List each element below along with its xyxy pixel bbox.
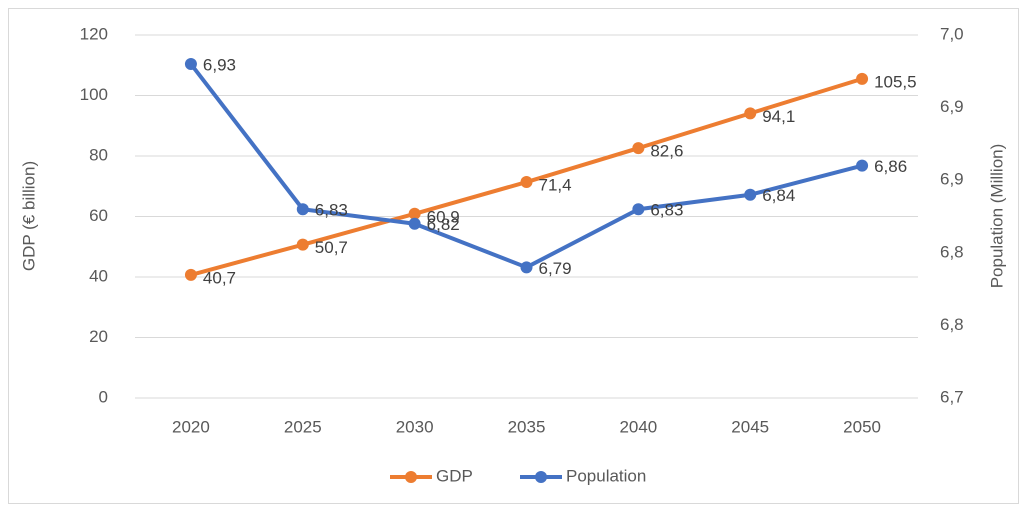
data-point	[520, 176, 533, 189]
data-point	[744, 188, 757, 201]
data-point	[856, 159, 869, 172]
data-point	[408, 217, 421, 230]
y-axis-title: GDP (€ billion)	[19, 161, 38, 271]
data-label: 105,5	[874, 72, 917, 91]
y2-tick-label: 6,9	[940, 170, 964, 189]
y2-tick-label: 7,0	[940, 24, 964, 43]
x-tick-label: 2050	[843, 417, 881, 436]
data-point	[184, 268, 197, 281]
y2-tick-label: 6,8	[940, 242, 964, 261]
x-tick-label: 2020	[172, 417, 210, 436]
legend-marker	[535, 471, 547, 483]
x-tick-label: 2025	[284, 417, 322, 436]
data-point	[408, 207, 421, 220]
x-tick-label: 2040	[619, 417, 657, 436]
data-point	[856, 72, 869, 85]
data-label: 6,84	[762, 186, 795, 205]
y-tick-label: 100	[80, 85, 108, 104]
data-label: 6,82	[427, 215, 460, 234]
y-tick-label: 80	[89, 145, 108, 164]
x-tick-label: 2030	[396, 417, 434, 436]
data-label: 6,83	[315, 201, 348, 220]
legend-label: GDP	[436, 466, 473, 485]
y2-axis-title: Population (Million)	[987, 144, 1006, 289]
data-label: 6,83	[650, 201, 683, 220]
legend-label: Population	[566, 466, 646, 485]
data-label: 71,4	[539, 175, 572, 194]
y-tick-label: 40	[89, 266, 108, 285]
data-label: 40,7	[203, 268, 236, 287]
x-tick-label: 2045	[731, 417, 769, 436]
data-label: 6,79	[539, 259, 572, 278]
data-point	[632, 203, 645, 216]
data-label: 6,86	[874, 157, 907, 176]
data-label: 94,1	[762, 107, 795, 126]
y2-tick-label: 6,9	[940, 97, 964, 116]
data-label: 82,6	[650, 142, 683, 161]
data-label: 60,9	[427, 207, 460, 226]
data-label: 6,93	[203, 56, 236, 75]
data-point	[520, 261, 533, 274]
data-point	[184, 58, 197, 71]
data-label: 50,7	[315, 238, 348, 257]
data-point	[296, 238, 309, 251]
data-point	[296, 203, 309, 216]
x-tick-label: 2035	[508, 417, 546, 436]
y-tick-label: 20	[89, 327, 108, 346]
y2-tick-label: 6,7	[940, 387, 964, 406]
y2-tick-label: 6,8	[940, 315, 964, 334]
data-point	[744, 107, 757, 120]
legend-marker	[405, 471, 417, 483]
y-tick-label: 0	[99, 387, 108, 406]
y-tick-label: 60	[89, 206, 108, 225]
y-tick-label: 120	[80, 24, 108, 43]
data-point	[632, 142, 645, 155]
chart-border	[8, 8, 1019, 504]
